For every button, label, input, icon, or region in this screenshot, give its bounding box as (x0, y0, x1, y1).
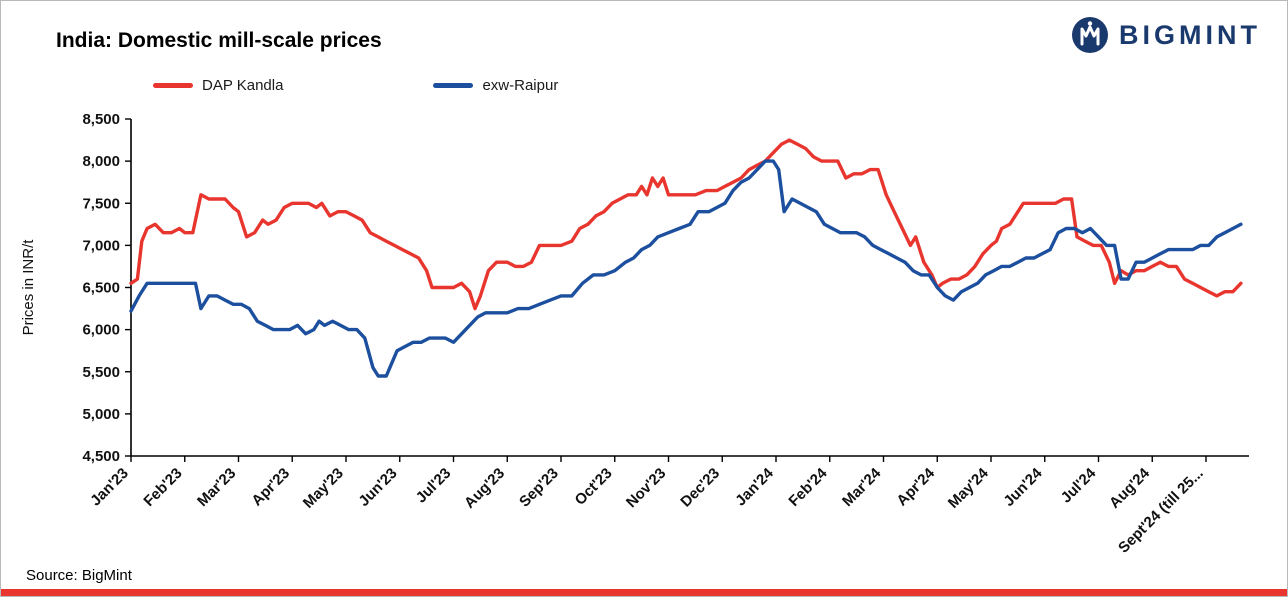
svg-text:7,000: 7,000 (82, 237, 120, 254)
svg-text:Jan'23: Jan'23 (87, 465, 132, 510)
svg-text:Dec'23: Dec'23 (677, 465, 723, 511)
svg-text:Aug'23: Aug'23 (461, 465, 508, 512)
svg-text:Mar'24: Mar'24 (839, 464, 885, 510)
svg-text:Jun'23: Jun'23 (355, 465, 400, 510)
svg-text:Jun'24: Jun'24 (1000, 464, 1046, 510)
svg-text:Feb'24: Feb'24 (785, 464, 831, 510)
price-trend-line-chart: 4,500 5,000 5,500 6,000 6,500 7,000 7,500 8,000… (20, 111, 1249, 557)
svg-text:8,000: 8,000 (82, 153, 120, 170)
bottom-accent-bar (1, 589, 1287, 596)
svg-text:Feb'23: Feb'23 (140, 465, 185, 510)
svg-text:May'24: May'24 (945, 464, 992, 511)
svg-text:7,500: 7,500 (82, 195, 120, 212)
svg-text:Oct'23: Oct'23 (572, 465, 616, 509)
dap-kandla-line-swatch-icon (153, 83, 193, 88)
svg-text:Mar'23: Mar'23 (194, 465, 239, 510)
svg-text:6,500: 6,500 (82, 280, 120, 297)
svg-text:Jan'24: Jan'24 (732, 464, 777, 509)
svg-text:Apr'24: Apr'24 (893, 464, 938, 509)
bigmint-wordmark: BIGMINT (1119, 19, 1261, 50)
svg-text:Aug'24: Aug'24 (1106, 464, 1153, 511)
exw-raipur-line-swatch-icon (433, 83, 474, 88)
svg-text:Apr'23: Apr'23 (248, 465, 293, 510)
legend-label-exw-raipur: exw-Raipur (482, 77, 559, 94)
chart-legend: DAP Kandla exw-Raipur (153, 77, 558, 94)
svg-text:Nov'23: Nov'23 (623, 465, 669, 511)
svg-text:5,000: 5,000 (82, 406, 120, 423)
legend-label-dap-kandla: DAP Kandla (202, 77, 284, 94)
bigmint-logo: BIGMINT (1070, 15, 1261, 55)
legend-item-exw-raipur: exw-Raipur (433, 77, 558, 94)
source-note: Source: BigMint (26, 567, 132, 584)
svg-text:8,500: 8,500 (82, 111, 120, 128)
svg-text:4,500: 4,500 (82, 448, 120, 465)
bigmint-globe-icon (1072, 17, 1108, 53)
svg-text:Jul'24: Jul'24 (1058, 464, 1100, 506)
svg-text:Jul'23: Jul'23 (413, 465, 455, 507)
svg-text:6,000: 6,000 (82, 322, 120, 339)
svg-text:5,500: 5,500 (82, 364, 120, 381)
legend-item-dap-kandla: DAP Kandla (153, 77, 283, 94)
page-title: India: Domestic mill-scale prices (56, 29, 382, 52)
svg-text:May'23: May'23 (300, 465, 347, 512)
svg-text:Sep'23: Sep'23 (516, 465, 562, 511)
svg-text:Prices in INR/t: Prices in INR/t (20, 239, 37, 336)
chart-area: 4,500 5,000 5,500 6,000 6,500 7,000 7,500 8,000… (1, 101, 1287, 571)
